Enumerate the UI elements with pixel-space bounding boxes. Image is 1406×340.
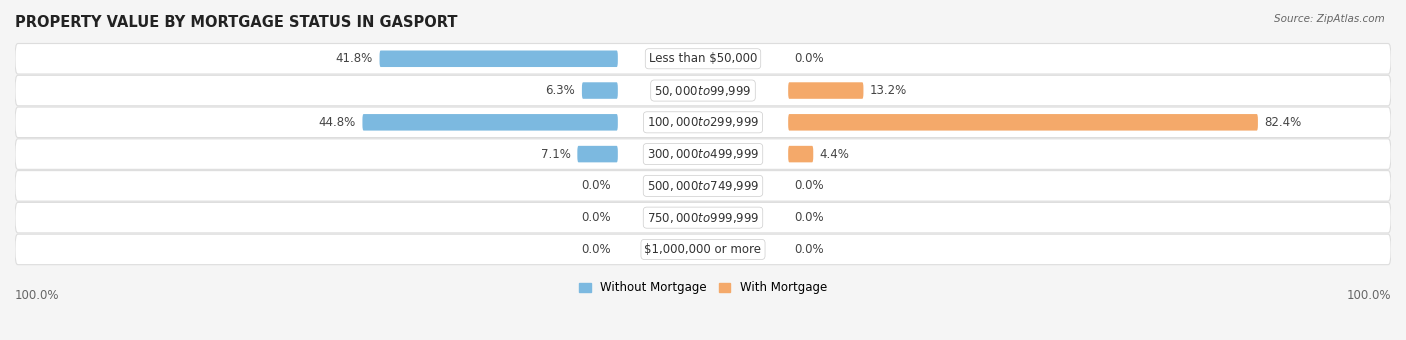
- Text: $1,000,000 or more: $1,000,000 or more: [644, 243, 762, 256]
- Text: 7.1%: 7.1%: [541, 148, 571, 160]
- Text: 41.8%: 41.8%: [336, 52, 373, 65]
- FancyBboxPatch shape: [15, 107, 1391, 138]
- Text: 0.0%: 0.0%: [582, 180, 612, 192]
- Legend: Without Mortgage, With Mortgage: Without Mortgage, With Mortgage: [574, 276, 832, 299]
- FancyBboxPatch shape: [789, 114, 1258, 131]
- Text: 0.0%: 0.0%: [794, 211, 824, 224]
- Text: 0.0%: 0.0%: [582, 211, 612, 224]
- FancyBboxPatch shape: [578, 146, 617, 163]
- Text: 0.0%: 0.0%: [794, 52, 824, 65]
- FancyBboxPatch shape: [789, 146, 813, 163]
- Text: 0.0%: 0.0%: [794, 180, 824, 192]
- FancyBboxPatch shape: [789, 82, 863, 99]
- Text: 100.0%: 100.0%: [15, 289, 59, 302]
- Text: $500,000 to $749,999: $500,000 to $749,999: [647, 179, 759, 193]
- Text: $750,000 to $999,999: $750,000 to $999,999: [647, 211, 759, 225]
- Text: 4.4%: 4.4%: [820, 148, 849, 160]
- FancyBboxPatch shape: [15, 234, 1391, 265]
- FancyBboxPatch shape: [15, 171, 1391, 201]
- FancyBboxPatch shape: [380, 51, 617, 67]
- FancyBboxPatch shape: [15, 202, 1391, 233]
- Text: 44.8%: 44.8%: [319, 116, 356, 129]
- Text: PROPERTY VALUE BY MORTGAGE STATUS IN GASPORT: PROPERTY VALUE BY MORTGAGE STATUS IN GAS…: [15, 15, 457, 30]
- Text: 82.4%: 82.4%: [1264, 116, 1302, 129]
- Text: $100,000 to $299,999: $100,000 to $299,999: [647, 115, 759, 129]
- FancyBboxPatch shape: [363, 114, 617, 131]
- Text: Source: ZipAtlas.com: Source: ZipAtlas.com: [1274, 14, 1385, 23]
- Text: $300,000 to $499,999: $300,000 to $499,999: [647, 147, 759, 161]
- Text: 0.0%: 0.0%: [582, 243, 612, 256]
- FancyBboxPatch shape: [15, 139, 1391, 169]
- Text: $50,000 to $99,999: $50,000 to $99,999: [654, 84, 752, 98]
- Text: Less than $50,000: Less than $50,000: [648, 52, 758, 65]
- FancyBboxPatch shape: [15, 44, 1391, 74]
- FancyBboxPatch shape: [15, 75, 1391, 106]
- FancyBboxPatch shape: [582, 82, 617, 99]
- Text: 0.0%: 0.0%: [794, 243, 824, 256]
- Text: 6.3%: 6.3%: [546, 84, 575, 97]
- Text: 13.2%: 13.2%: [870, 84, 907, 97]
- Text: 100.0%: 100.0%: [1347, 289, 1391, 302]
